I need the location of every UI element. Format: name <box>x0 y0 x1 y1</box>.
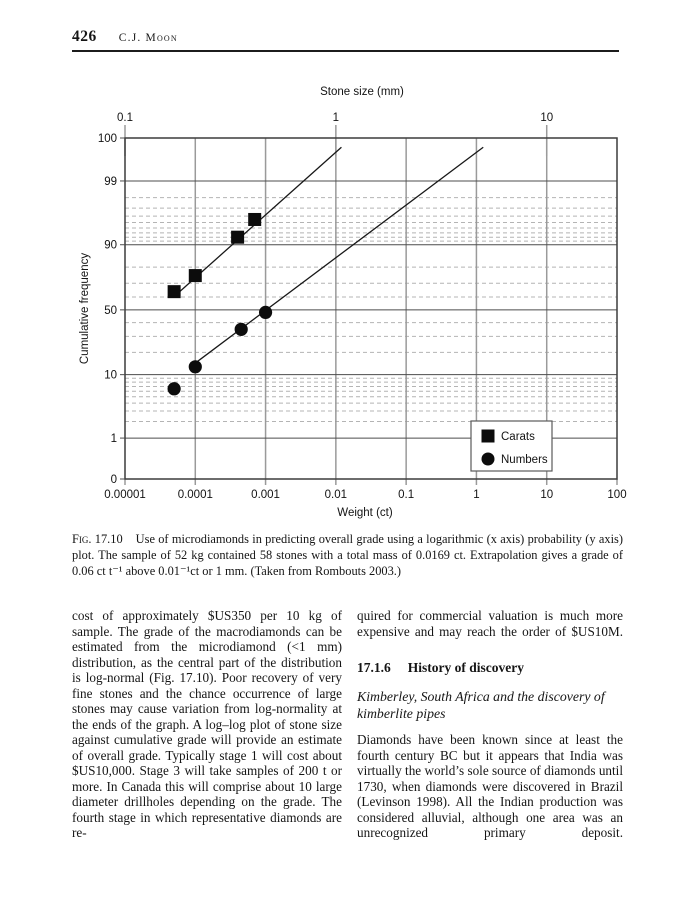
x-axis-labels: 0.00001 0.0001 0.001 0.01 0.1 1 10 100 Weight (c… <box>104 489 626 519</box>
legend: Carats Numbers <box>470 420 553 472</box>
body-paragraph-right-2: Diamonds have been known since at least … <box>357 732 623 840</box>
left-column: cost of approximately $US350 per 10 kg o… <box>72 608 342 841</box>
svg-text:10: 10 <box>104 370 117 382</box>
svg-text:0.1: 0.1 <box>117 112 133 124</box>
svg-text:0.0001: 0.0001 <box>178 489 213 501</box>
svg-text:1: 1 <box>333 112 339 124</box>
header-rule <box>72 50 619 52</box>
svg-text:10: 10 <box>540 489 553 501</box>
top-axis: 0.1 1 10 Stone size (mm) <box>117 86 553 156</box>
major-gridlines <box>125 180 617 439</box>
minor-gridlines <box>125 197 617 423</box>
svg-text:0.1: 0.1 <box>398 489 414 501</box>
svg-text:90: 90 <box>104 240 117 252</box>
svg-text:100: 100 <box>98 133 117 145</box>
svg-text:0: 0 <box>111 474 117 486</box>
figure-caption-text: Use of microdiamonds in predicting overa… <box>72 532 623 578</box>
svg-text:1: 1 <box>473 489 479 501</box>
running-head: C.J. Moon <box>118 32 178 44</box>
top-axis-title: Stone size (mm) <box>320 86 404 98</box>
svg-text:1: 1 <box>111 433 117 445</box>
svg-text:0.01: 0.01 <box>325 489 347 501</box>
svg-text:99: 99 <box>104 176 117 188</box>
figure-caption: Fig. 17.10 Use of microdiamonds in predic… <box>72 531 623 579</box>
section-heading: 17.1.6 History of discovery <box>357 660 623 676</box>
page-number: 426 <box>72 28 97 45</box>
series-numbers <box>167 146 484 396</box>
y-axis-title: Cumulative frequency <box>79 253 91 364</box>
svg-text:0.00001: 0.00001 <box>104 489 146 501</box>
body-paragraph-left: cost of approximately $US350 per 10 kg o… <box>72 608 342 840</box>
subsection-heading: Kimberley, South Africa and the discover… <box>357 689 605 721</box>
svg-text:100: 100 <box>607 489 626 501</box>
page-header: 426 C.J. Moon <box>72 28 619 46</box>
right-column: quired for commercial valuation is much … <box>357 608 623 841</box>
svg-text:10: 10 <box>540 112 553 124</box>
figure-label: Fig. 17.10 <box>72 532 123 546</box>
svg-text:Carats: Carats <box>501 431 535 443</box>
body-paragraph-right-1: quired for commercial valuation is much … <box>357 608 623 639</box>
svg-text:50: 50 <box>104 305 117 317</box>
plot-frame <box>124 137 618 480</box>
series-carats <box>167 146 342 299</box>
svg-text:0.001: 0.001 <box>251 489 280 501</box>
section-number: 17.1.6 <box>357 660 391 675</box>
x-axis-title: Weight (ct) <box>337 507 393 519</box>
section-title: History of discovery <box>407 660 524 675</box>
svg-text:Numbers: Numbers <box>501 454 548 466</box>
